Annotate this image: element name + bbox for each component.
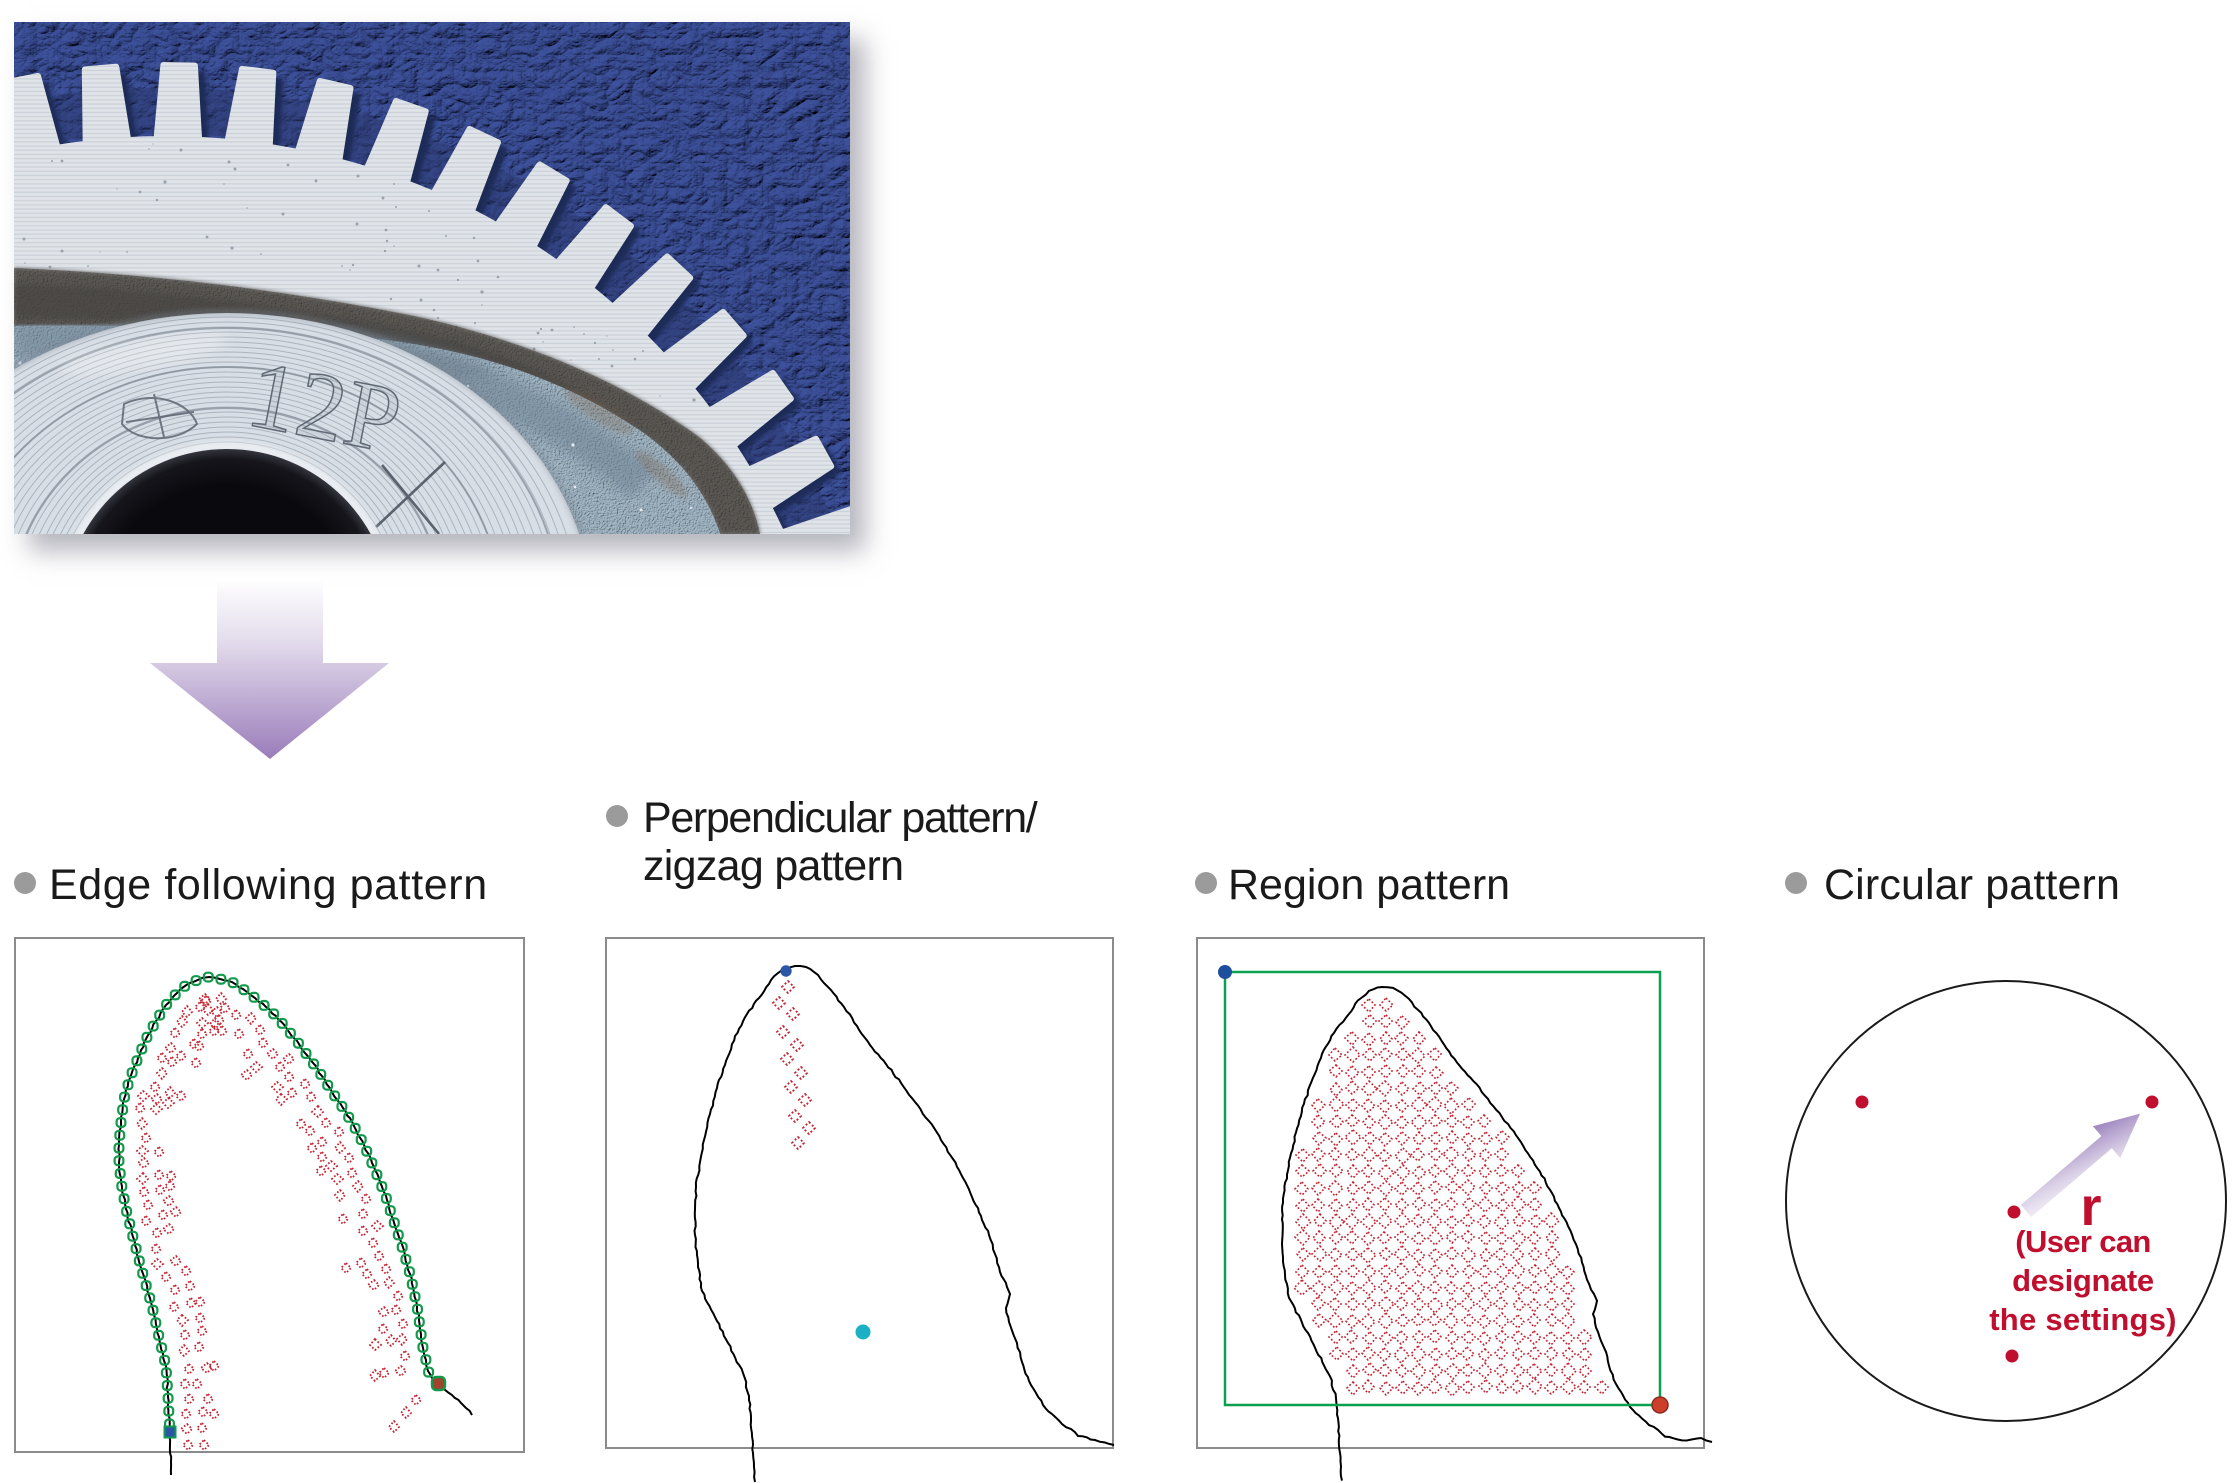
svg-text:Perpendicular pattern/: Perpendicular pattern/ <box>643 794 1038 842</box>
svg-text:r: r <box>2080 1177 2101 1237</box>
svg-text:Region pattern: Region pattern <box>1228 861 1510 909</box>
svg-text:the settings): the settings) <box>1989 1302 2177 1337</box>
svg-text:zigzag pattern: zigzag pattern <box>643 842 903 890</box>
svg-text:designate: designate <box>2012 1263 2154 1298</box>
svg-text:Circular pattern: Circular pattern <box>1824 861 2120 909</box>
svg-text:Edge following pattern: Edge following pattern <box>49 861 488 909</box>
svg-text:(User can: (User can <box>2015 1224 2150 1259</box>
